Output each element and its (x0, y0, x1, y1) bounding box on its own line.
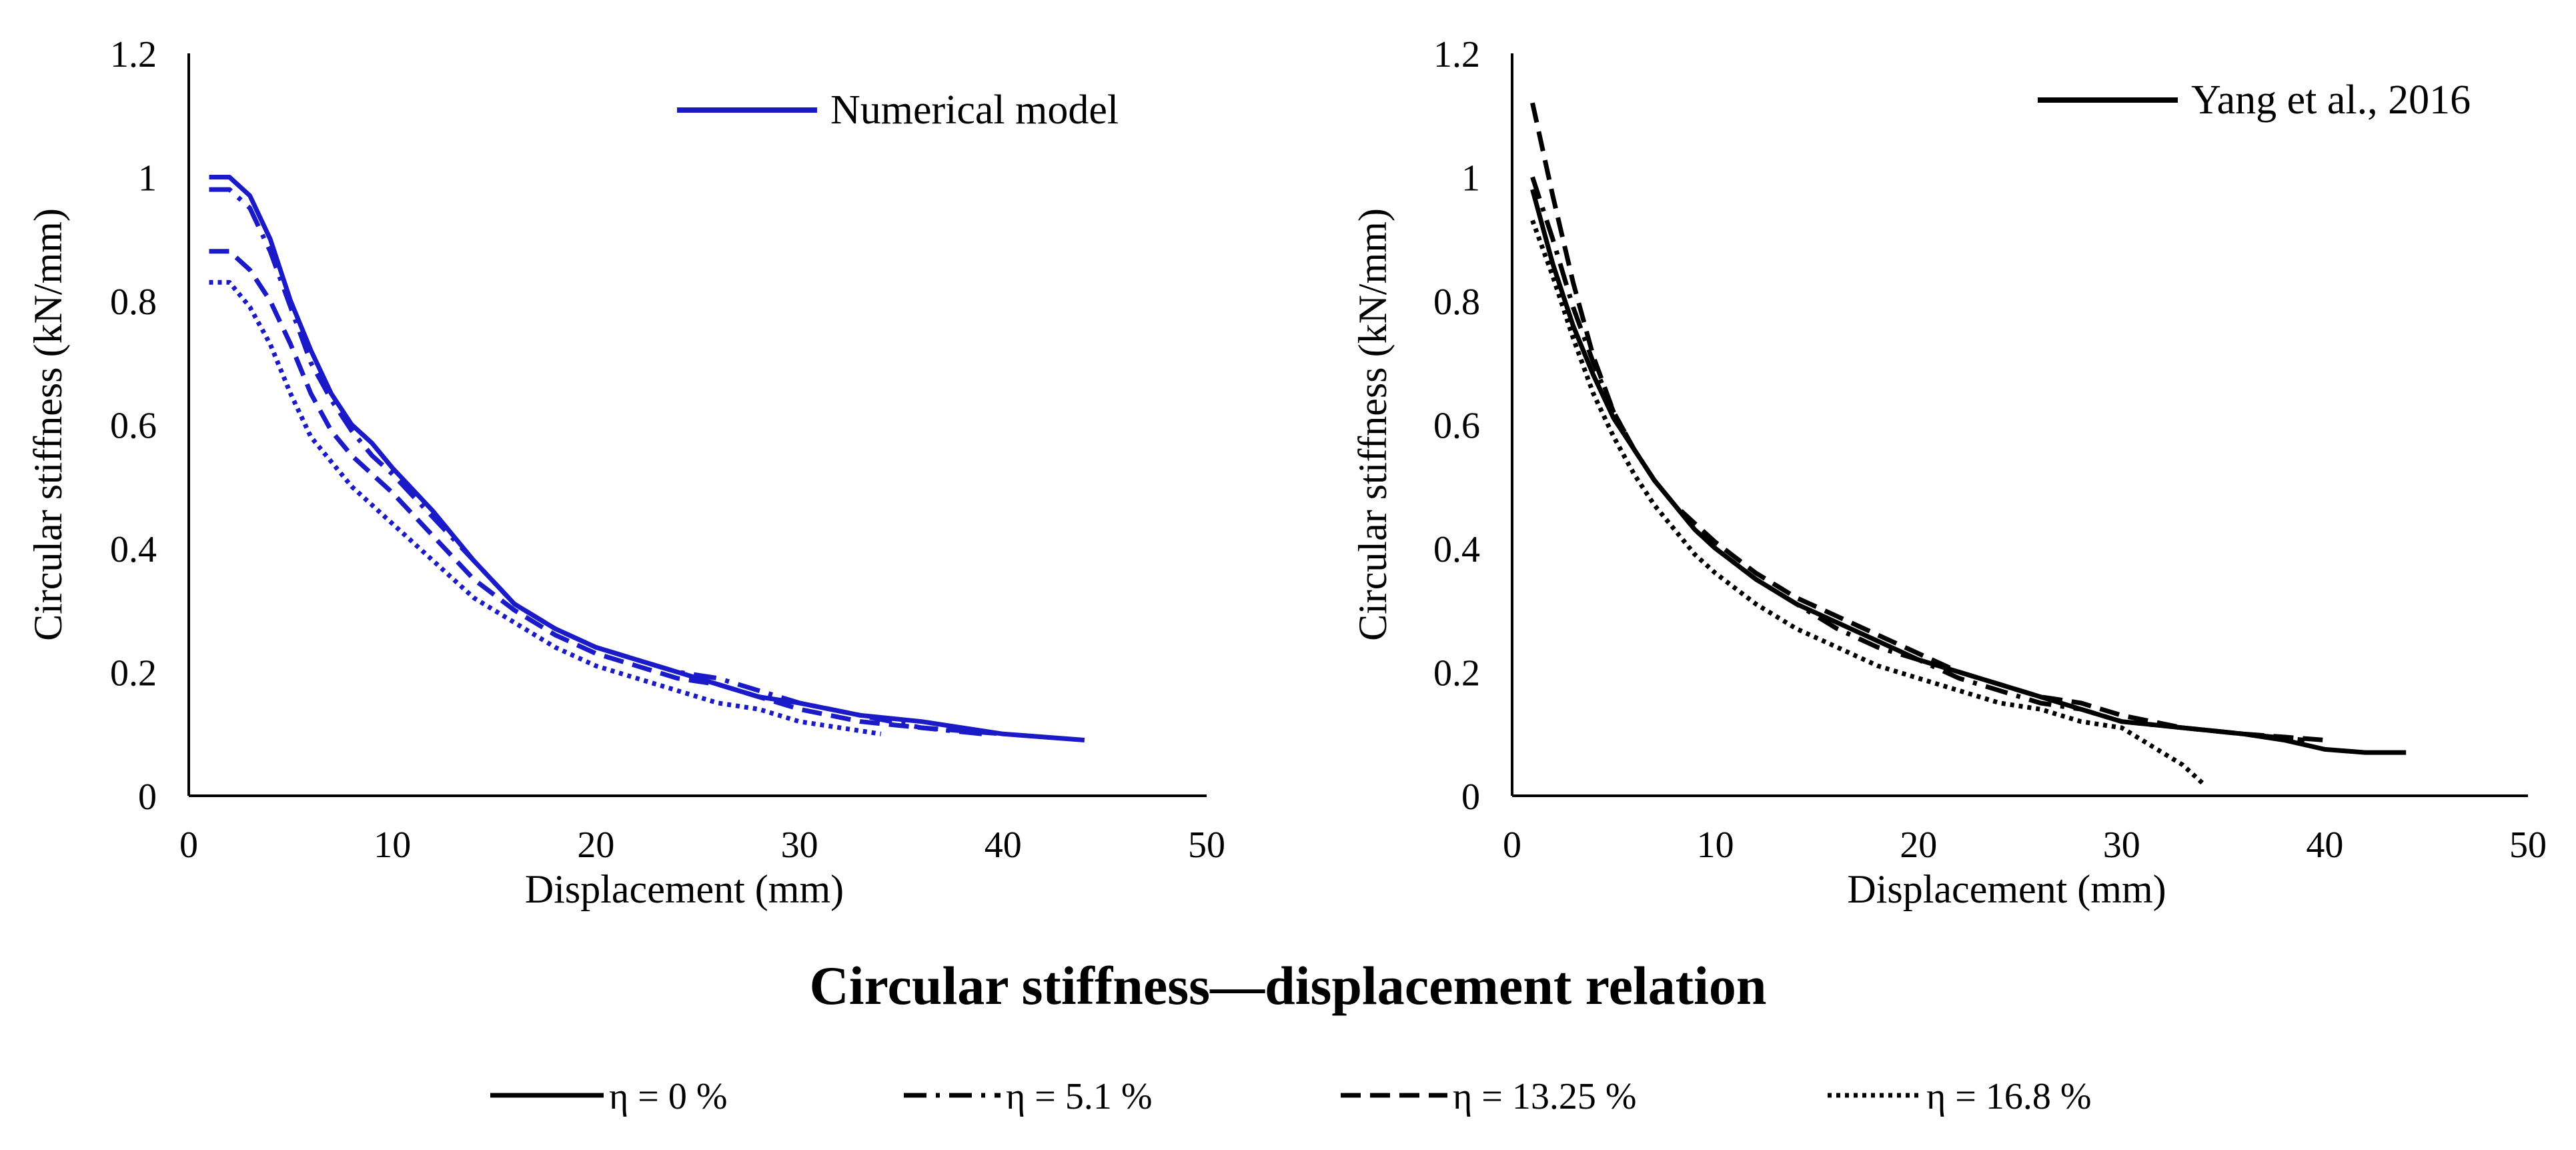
legend-label-eta16_8: η = 16.8 % (1926, 1076, 2092, 1117)
y-tick-label: 0.8 (1433, 281, 1480, 323)
legend-label-eta13_25: η = 13.25 % (1453, 1076, 1637, 1117)
x-tick-label: 0 (179, 824, 198, 866)
series-line (209, 175, 1085, 742)
x-tick-label: 10 (374, 824, 411, 866)
figure-title: Circular stiffness—displacement relation (810, 955, 1767, 1016)
y-tick-label: 1 (1461, 158, 1480, 199)
y-tick-label: 1 (138, 158, 157, 199)
y-tick-label: 0.2 (1433, 653, 1480, 694)
y-tick-label: 0.2 (110, 653, 157, 694)
y-tick-label: 0.6 (110, 406, 157, 447)
legend-label: Numerical model (830, 87, 1119, 133)
legend-label: Yang et al., 2016 (2191, 77, 2471, 123)
x-tick-label: 0 (1503, 824, 1521, 866)
series-line (209, 249, 1004, 736)
y-tick-label: 0 (1461, 776, 1480, 818)
y-tick-label: 0 (138, 776, 157, 818)
chart-right: 0 0.2 0.4 0.6 0.8 1 1.2 0 10 20 30 40 50 Displacement… (1351, 34, 2547, 911)
x-tick-label: 30 (781, 824, 818, 866)
y-axis-label: Circular stiffness (kN/mm) (1351, 208, 1395, 641)
legend-label-eta0: η = 0 % (609, 1076, 728, 1117)
x-tick-label: 50 (1188, 824, 1225, 866)
chart-left: 0 0.2 0.4 0.6 0.8 1 1.2 0 10 20 30 40 50 Displacement… (26, 34, 1225, 911)
y-tick-label: 0.6 (1433, 406, 1480, 447)
y-tick-label: 0.4 (1433, 529, 1480, 570)
y-tick-label: 0.4 (110, 529, 157, 570)
series-line (209, 187, 983, 736)
y-tick-label: 1.2 (110, 34, 157, 75)
bottom-legend: η = 0 % η = 5.1 % η = 13.25 % η = 16.8 % (490, 1076, 2092, 1117)
series-line (1530, 219, 2204, 786)
series-line (209, 279, 882, 736)
legend-label-eta5_1: η = 5.1 % (1006, 1076, 1153, 1117)
y-tick-label: 0.8 (110, 281, 157, 323)
x-axis-label: Displacement (mm) (1847, 867, 2166, 911)
x-tick-label: 50 (2509, 824, 2547, 866)
x-tick-label: 40 (985, 824, 1022, 866)
x-tick-label: 30 (2103, 824, 2140, 866)
series-line (1530, 102, 2325, 742)
x-tick-label: 40 (2306, 824, 2343, 866)
x-axis-label: Displacement (mm) (525, 867, 844, 911)
y-axis-label: Circular stiffness (kN/mm) (26, 208, 70, 641)
y-tick-label: 1.2 (1433, 34, 1480, 75)
x-tick-label: 20 (1900, 824, 1937, 866)
x-tick-label: 10 (1697, 824, 1734, 866)
x-tick-label: 20 (577, 824, 614, 866)
series-line (1530, 189, 2407, 755)
